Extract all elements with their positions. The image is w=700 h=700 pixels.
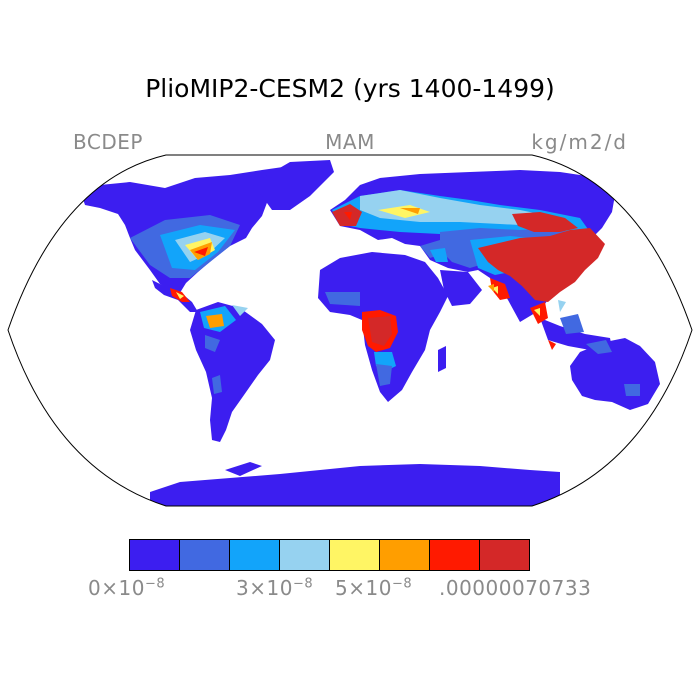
land-arabia [440,270,482,306]
land-south-america [190,302,275,442]
colorbar-segment-3 [280,540,330,570]
colorbar-segment-7 [480,540,529,570]
colorbar-segment-2 [230,540,280,570]
colorbar-label-3: .00000070733 [439,576,592,600]
chart-title: PlioMIP2-CESM2 (yrs 1400-1499) [145,74,555,103]
land-se-asia [540,318,612,350]
land-madagascar [438,346,446,372]
season-label: MAM [325,130,375,154]
colorbar-segment-4 [330,540,380,570]
colorbar-segment-5 [380,540,430,570]
colorbar-segment-0 [130,540,180,570]
colorbar-label-1: 3×10−8 [236,576,314,600]
map-outline [7,154,693,507]
land-antarctica [150,464,560,506]
colorbar-label-2: 5×10−8 [335,576,413,600]
colorbar-label-0: 0×10−8 [88,576,166,600]
colorbar-segment-6 [430,540,480,570]
land-greenland [252,160,334,210]
units-label: kg/m2/d [531,130,628,154]
colorbar [129,539,530,571]
concentration-overlay [130,190,640,396]
land-antarctic-peninsula [225,462,262,476]
variable-label: BCDEP [73,130,143,154]
colorbar-segment-1 [180,540,230,570]
